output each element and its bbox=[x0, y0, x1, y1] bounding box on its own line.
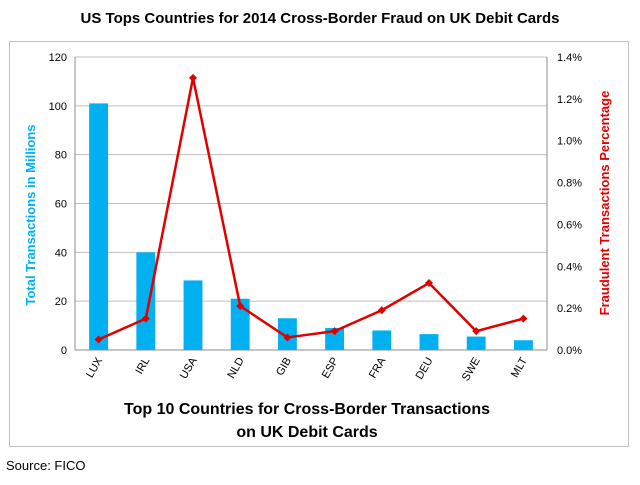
y2-axis-label: Fraudulent Transactions Percentage bbox=[597, 91, 612, 316]
y2-tick-label: 1.4% bbox=[557, 52, 582, 64]
point-swe bbox=[472, 327, 481, 336]
bar-irl bbox=[136, 252, 156, 350]
y-tick-label: 100 bbox=[49, 101, 67, 113]
point-lux bbox=[94, 335, 103, 344]
bar-esp bbox=[325, 328, 345, 350]
y-tick-label: 120 bbox=[49, 52, 67, 64]
x-tick-label: IRL bbox=[133, 356, 152, 377]
x-tick-label: ESP bbox=[320, 356, 341, 381]
point-fra bbox=[377, 306, 386, 315]
source-note: Source: FICO bbox=[6, 458, 86, 473]
y2-tick-label: 0.4% bbox=[557, 261, 582, 273]
x-axis-label-line2: on UK Debit Cards bbox=[236, 424, 377, 441]
y-tick-label: 20 bbox=[55, 296, 67, 308]
bar-nld bbox=[230, 298, 250, 350]
point-deu bbox=[425, 279, 433, 288]
point-nld bbox=[236, 302, 245, 311]
bar-series bbox=[89, 103, 533, 351]
fraud-percentage-line bbox=[98, 76, 524, 341]
y-tick-label: 80 bbox=[55, 150, 67, 162]
y2-tick-label: 0.8% bbox=[557, 178, 582, 190]
y2-tick-label: 1.2% bbox=[557, 94, 582, 106]
chart-frame bbox=[9, 41, 629, 447]
x-tick-label: LUX bbox=[84, 355, 105, 380]
x-tick-label: MLT bbox=[509, 355, 530, 380]
x-tick-label: USA bbox=[178, 355, 200, 381]
x-tick-label: DEU bbox=[414, 355, 436, 381]
x-tick-label: SWE bbox=[460, 356, 483, 384]
x-tick-label: FRA bbox=[367, 355, 389, 381]
point-irl bbox=[141, 314, 150, 323]
y-tick-label: 40 bbox=[55, 247, 67, 259]
y-tick-label: 60 bbox=[55, 199, 67, 211]
right-axis-ticks: 0.0% 0.2% 0.4% 0.6% 0.8% 1.0% 1.2% 1.4% bbox=[557, 52, 582, 357]
y-tick-label: 0 bbox=[61, 345, 67, 357]
point-usa bbox=[189, 73, 197, 82]
y2-tick-label: 0.0% bbox=[557, 345, 582, 357]
bar-usa bbox=[183, 280, 203, 350]
x-axis-ticks: LUX IRL USA NLD GIB ESP FRA DEU SWE MLT bbox=[84, 355, 530, 383]
chart-title: US Tops Countries for 2014 Cross-Border … bbox=[80, 10, 560, 27]
bar-swe bbox=[466, 336, 486, 350]
bar-mlt bbox=[513, 340, 533, 350]
y2-tick-label: 0.6% bbox=[557, 219, 582, 231]
bar-lux bbox=[89, 103, 109, 351]
x-tick-label: NLD bbox=[225, 355, 246, 380]
axes bbox=[74, 57, 548, 351]
point-esp bbox=[330, 327, 339, 336]
bar-deu bbox=[419, 334, 439, 350]
y2-tick-label: 1.0% bbox=[557, 136, 582, 148]
point-gib bbox=[283, 333, 292, 342]
line-series bbox=[94, 73, 528, 344]
x-axis-label-line1: Top 10 Countries for Cross-Border Transa… bbox=[124, 401, 490, 418]
left-axis-ticks: 0 20 40 60 80 100 120 bbox=[49, 52, 67, 357]
y-axis-label: Total Transactions in Millions bbox=[23, 124, 38, 305]
y2-tick-label: 0.2% bbox=[557, 303, 582, 315]
point-mlt bbox=[519, 314, 528, 323]
x-tick-label: GIB bbox=[274, 356, 294, 378]
bar-fra bbox=[372, 330, 392, 350]
